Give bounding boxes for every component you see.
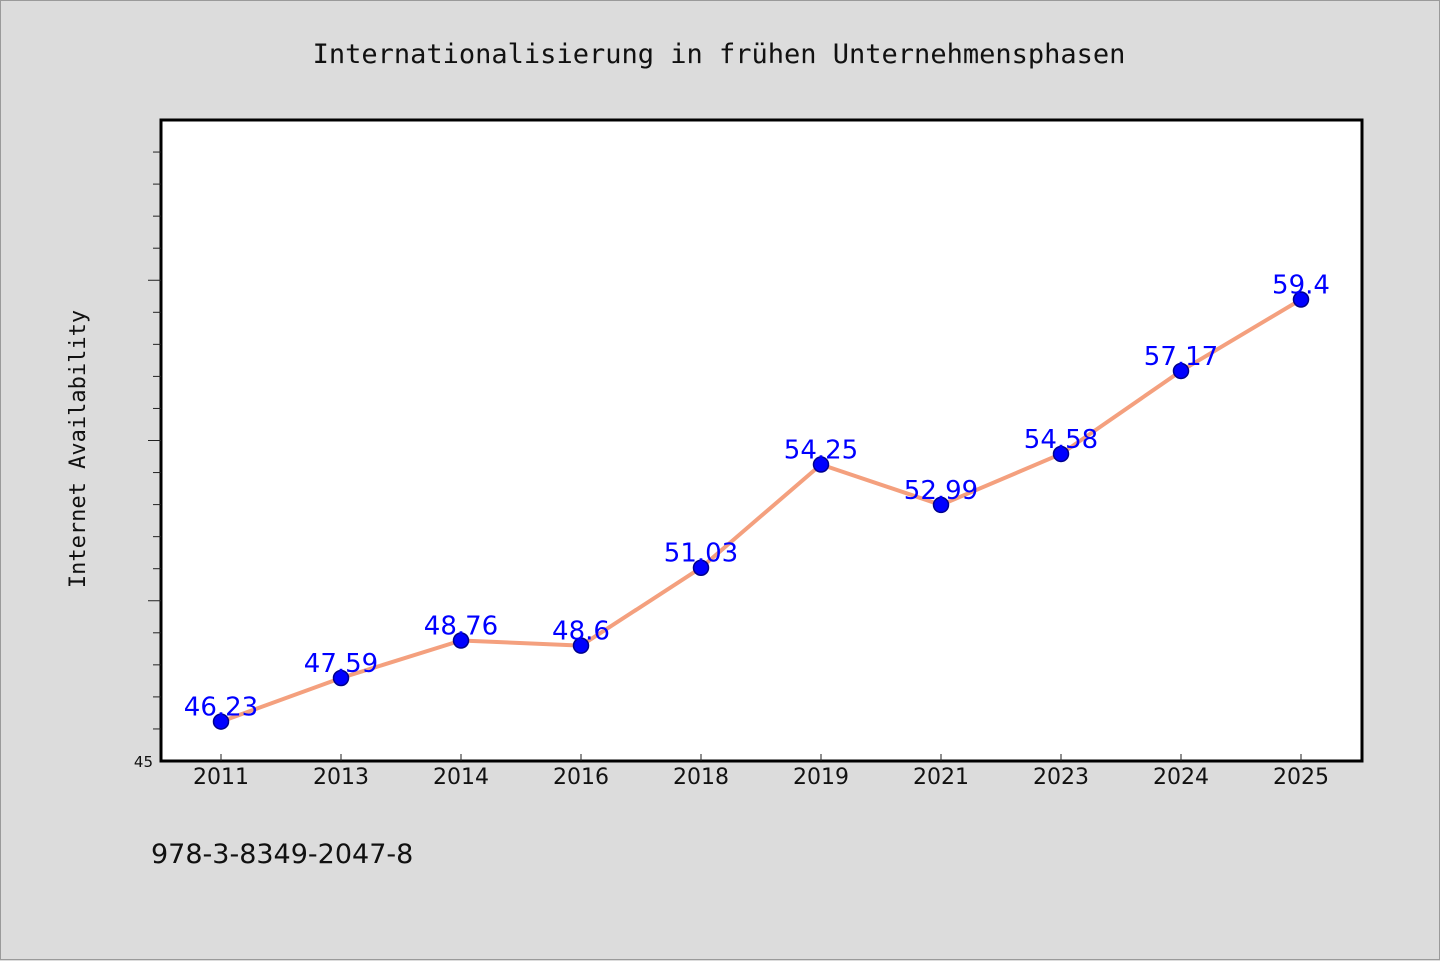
data-label: 47.59 <box>304 649 378 679</box>
x-tick-label: 2018 <box>673 765 729 790</box>
data-label: 54.58 <box>1024 425 1098 455</box>
data-label: 52.99 <box>904 476 978 506</box>
data-label: 57.17 <box>1144 342 1218 372</box>
data-label: 46.23 <box>184 693 258 723</box>
x-tick-label: 2014 <box>433 765 489 790</box>
x-tick-label: 2024 <box>1153 765 1209 790</box>
x-tick-label: 2025 <box>1273 765 1329 790</box>
x-tick-label: 2013 <box>313 765 369 790</box>
data-label: 51.03 <box>664 539 738 569</box>
y-axis-label: Internet Availability <box>66 310 91 588</box>
x-tick-label: 2011 <box>193 765 249 790</box>
x-tick-label: 2016 <box>553 765 609 790</box>
x-tick-label: 2023 <box>1033 765 1089 790</box>
y-tick-label: 45 <box>134 753 153 771</box>
chart-title: Internationalisierung in frühen Unterneh… <box>313 39 1126 70</box>
y-axis-ticks <box>148 152 161 729</box>
x-tick-label: 2019 <box>793 765 849 790</box>
data-label: 59.4 <box>1272 270 1330 300</box>
data-label: 54.25 <box>784 436 858 466</box>
isbn-text: 978-3-8349-2047-8 <box>151 839 413 870</box>
data-label: 48.76 <box>424 611 498 641</box>
data-label: 48.6 <box>552 617 610 647</box>
x-tick-label: 2021 <box>913 765 969 790</box>
